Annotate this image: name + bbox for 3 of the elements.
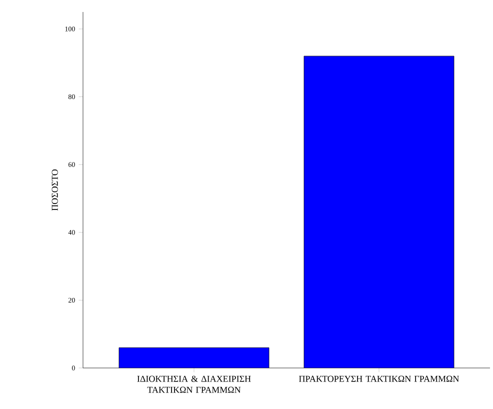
x-tick-label: ΙΔΙΟΚΤΗΣΙΑ & ΔΙΑΧΕΙΡΙΣΗ ΤΑΚΤΙΚΩΝ ΓΡΑΜΜΩΝ [137, 376, 251, 393]
y-axis-title: ΠΟΣΟΣΤΟ [52, 169, 58, 211]
x-tick-label: ΠΡΑΚΤΟΡΕΥΣΗ ΤΑΚΤΙΚΩΝ ΓΡΑΜΜΩΝ [299, 376, 460, 382]
